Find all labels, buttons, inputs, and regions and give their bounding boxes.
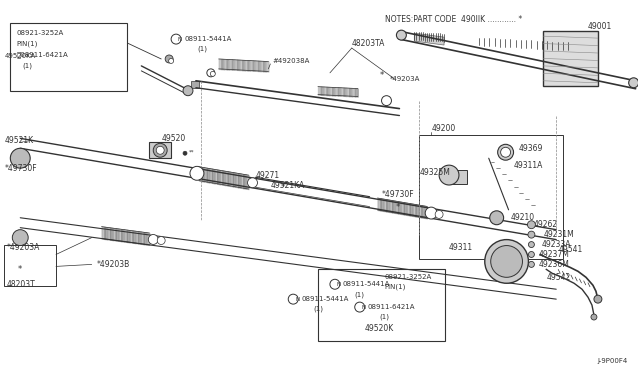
Bar (4, 244, 56, 286)
Circle shape (381, 96, 392, 106)
Text: 49520KA: 49520KA (4, 53, 36, 59)
Circle shape (594, 295, 602, 303)
Text: *: * (396, 202, 400, 212)
Text: N: N (362, 305, 365, 310)
Circle shape (529, 262, 534, 267)
Text: PIN(1): PIN(1) (385, 284, 406, 291)
Text: 49200: 49200 (431, 124, 456, 133)
Circle shape (12, 230, 28, 246)
Circle shape (171, 34, 181, 44)
Text: 49233A: 49233A (541, 240, 571, 249)
Circle shape (435, 211, 443, 218)
Circle shape (355, 302, 365, 312)
Text: N: N (337, 282, 341, 287)
Text: *49203A: *49203A (6, 243, 40, 252)
Circle shape (498, 144, 513, 160)
Circle shape (439, 165, 459, 185)
Text: (1): (1) (22, 62, 32, 69)
Polygon shape (414, 33, 444, 45)
Text: (1): (1) (355, 292, 365, 298)
Text: *49203A: *49203A (390, 76, 420, 82)
Circle shape (183, 151, 187, 155)
Text: 49521K: 49521K (4, 136, 33, 145)
Text: 08911-5441A: 08911-5441A (343, 281, 390, 287)
Circle shape (211, 71, 215, 76)
Text: 08921-3252A: 08921-3252A (385, 274, 432, 280)
Circle shape (183, 86, 193, 96)
Circle shape (591, 314, 597, 320)
Circle shape (330, 279, 340, 289)
Circle shape (168, 58, 173, 63)
Text: 49236M: 49236M (538, 260, 569, 269)
Circle shape (528, 231, 535, 238)
Circle shape (10, 148, 30, 168)
Circle shape (527, 221, 536, 229)
Text: *: * (380, 71, 384, 80)
Text: 49210: 49210 (511, 213, 534, 222)
Text: PIN(1): PIN(1) (16, 41, 38, 47)
Circle shape (157, 237, 165, 244)
Text: #492038A: #492038A (273, 58, 310, 64)
Text: J-9P00F4: J-9P00F4 (598, 358, 628, 364)
Bar (543, 31, 598, 86)
Circle shape (190, 166, 204, 180)
Text: 49262: 49262 (533, 220, 557, 229)
Text: N: N (178, 36, 182, 42)
Bar (419, 135, 563, 259)
Text: 49369: 49369 (518, 144, 543, 153)
Circle shape (491, 246, 522, 277)
Text: 08911-5441A: 08911-5441A (301, 296, 349, 302)
Circle shape (484, 240, 529, 283)
Text: 49521KA: 49521KA (270, 180, 305, 189)
Circle shape (288, 294, 298, 304)
Circle shape (207, 69, 215, 77)
Text: 48203TA: 48203TA (352, 39, 385, 48)
Bar (191, 81, 199, 88)
Text: **: ** (189, 150, 195, 155)
Text: *49203B: *49203B (97, 260, 130, 269)
Circle shape (153, 143, 167, 157)
Text: N: N (295, 296, 300, 302)
Circle shape (156, 146, 164, 154)
Circle shape (529, 241, 534, 247)
Circle shape (248, 178, 257, 188)
Circle shape (396, 30, 406, 40)
Bar (318, 269, 445, 341)
Text: 48203T: 48203T (6, 280, 35, 289)
Text: *: * (17, 265, 22, 274)
Text: 49311A: 49311A (513, 161, 543, 170)
Circle shape (500, 147, 511, 157)
Text: 49271: 49271 (255, 171, 280, 180)
Circle shape (165, 55, 173, 63)
Text: 08911-5441A: 08911-5441A (184, 36, 232, 42)
Text: (1): (1) (197, 46, 207, 52)
Text: 49001: 49001 (588, 22, 612, 31)
Text: 08921-3252A: 08921-3252A (16, 30, 63, 36)
Text: 49541: 49541 (558, 245, 582, 254)
Text: ⓝ08911-6421A: ⓝ08911-6421A (16, 52, 68, 58)
Text: (1): (1) (380, 314, 390, 320)
Text: *49730F: *49730F (4, 164, 37, 173)
Circle shape (425, 207, 437, 219)
Circle shape (148, 234, 158, 244)
Bar (10, 23, 127, 91)
Circle shape (490, 211, 504, 225)
Text: 08911-6421A: 08911-6421A (367, 304, 415, 310)
Text: *49730F: *49730F (381, 190, 414, 199)
Circle shape (628, 78, 639, 88)
Text: 49325M: 49325M (419, 168, 450, 177)
Bar (149, 142, 171, 158)
Text: 49311: 49311 (449, 243, 473, 252)
Text: *: * (280, 183, 285, 192)
Text: 49520: 49520 (161, 134, 186, 143)
Text: (1): (1) (313, 306, 323, 312)
Text: 49237M: 49237M (538, 250, 569, 259)
Text: 49542: 49542 (547, 273, 570, 282)
Text: NOTES:PART CODE  490llK ............ *: NOTES:PART CODE 490llK ............ * (385, 15, 522, 24)
Text: 49520K: 49520K (365, 324, 394, 333)
Circle shape (529, 251, 534, 257)
Text: 49231M: 49231M (543, 230, 574, 239)
Bar (447, 170, 467, 184)
